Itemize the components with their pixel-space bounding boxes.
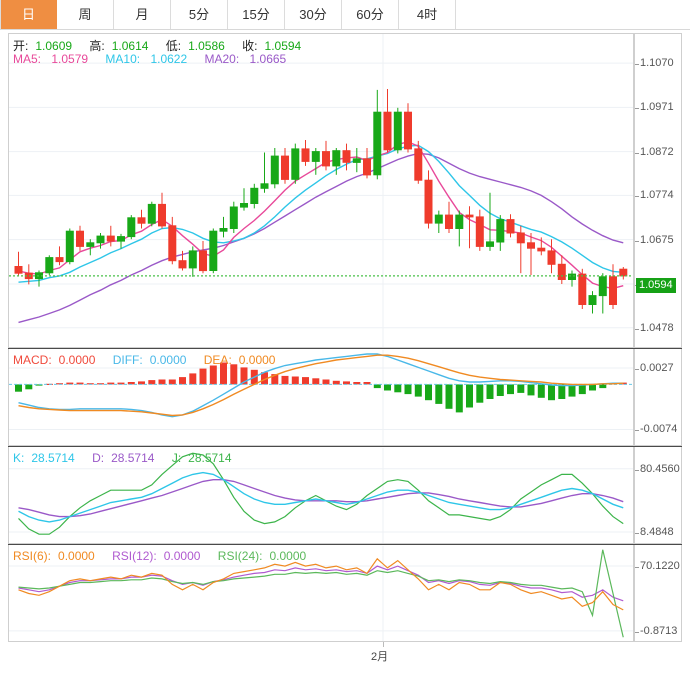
kdj-legend: K: 28.5714 D: 28.5714 J: 28.5714 xyxy=(13,451,246,465)
close-label: 收: xyxy=(242,39,258,53)
macd-y-axis: 0.0027 -0.0074 xyxy=(634,349,688,446)
macd-legend: MACD: 0.0000 DIFF: 0.0000 DEA: 0.0000 xyxy=(13,353,289,367)
rsi-plot-frame xyxy=(8,545,634,642)
price-y-tick: 1.0675 xyxy=(635,233,674,246)
dea-label: DEA: xyxy=(203,353,232,367)
diff-value: 0.0000 xyxy=(149,353,187,367)
price-candlestick-chart xyxy=(9,34,633,347)
kdj-axis-frame xyxy=(634,447,682,544)
price-legend-ohlc: 开: 1.0609 高: 1.0614 低: 1.0586 收: 1.0594 xyxy=(13,37,315,54)
tab-30min[interactable]: 30分 xyxy=(285,0,342,29)
rsi-y-axis: 70.1220 -0.8713 xyxy=(634,545,688,642)
open-label: 开: xyxy=(13,39,29,53)
rsi-y-tick: 70.1220 xyxy=(635,559,680,572)
rsi-separator xyxy=(8,544,682,545)
macd-axis-frame xyxy=(634,349,682,446)
high-label: 高: xyxy=(89,39,105,53)
ma20-value: 1.0665 xyxy=(249,52,287,66)
tab-week[interactable]: 周 xyxy=(57,0,114,29)
kdj-k-value: 28.5714 xyxy=(31,451,75,465)
diff-label: DIFF: xyxy=(112,353,143,367)
rsi-y-tick: -0.8713 xyxy=(634,624,678,637)
price-y-tick: 1.0971 xyxy=(635,101,674,114)
kdj-y-tick: 80.4560 xyxy=(635,462,680,475)
high-value: 1.0614 xyxy=(111,39,149,53)
kdj-y-axis: 80.4560 8.4848 xyxy=(635,447,688,544)
macd-chart xyxy=(9,350,633,445)
kdj-d-value: 28.5714 xyxy=(111,451,155,465)
tab-month[interactable]: 月 xyxy=(114,0,171,29)
macd-y-tick: 0.0027 xyxy=(635,361,674,374)
kdj-chart xyxy=(9,448,633,543)
rsi12-label: RSI(12): xyxy=(112,549,157,563)
kdj-separator xyxy=(8,446,682,447)
kdj-j-label: J: xyxy=(171,451,182,465)
ma5-value: 1.0579 xyxy=(51,52,89,66)
kdj-j-value: 28.5714 xyxy=(188,451,232,465)
tab-5min[interactable]: 5分 xyxy=(171,0,228,29)
price-y-tick: 1.1070 xyxy=(635,57,674,70)
macd-value: 0.0000 xyxy=(58,353,96,367)
ma5-label: MA5: xyxy=(13,52,42,66)
period-tabbar: 日 周 月 5分 15分 30分 60分 4时 xyxy=(0,0,690,30)
price-y-axis: 1.10701.09711.08721.07741.06751.05761.04… xyxy=(635,33,688,348)
low-value: 1.0586 xyxy=(188,39,225,53)
open-value: 1.0609 xyxy=(35,39,73,53)
rsi-legend: RSI(6): 0.0000 RSI(12): 0.0000 RSI(24): 0.0… xyxy=(13,549,320,563)
rsi6-value: 0.0000 xyxy=(58,549,95,563)
rsi6-label: RSI(6): xyxy=(13,549,52,563)
tab-day[interactable]: 日 xyxy=(0,0,57,29)
x-axis: 2月 xyxy=(8,642,682,668)
ma20-label: MA20: xyxy=(204,52,240,66)
tabbar-filler xyxy=(456,0,690,29)
price-plot-frame xyxy=(8,33,634,348)
macd-plot-frame xyxy=(8,349,634,446)
price-y-tick: 1.0774 xyxy=(635,189,674,202)
rsi24-value: 0.0000 xyxy=(269,549,307,563)
tab-15min[interactable]: 15分 xyxy=(228,0,285,29)
current-price-badge: 1.0594 xyxy=(636,278,676,293)
rsi-axis-frame xyxy=(634,545,682,642)
ma10-value: 1.0622 xyxy=(150,52,188,66)
price-legend-ma: MA5: 1.0579 MA10: 1.0622 MA20: 1.0665 xyxy=(13,52,300,66)
macd-y-tick: -0.0074 xyxy=(634,423,678,436)
tab-60min[interactable]: 60分 xyxy=(342,0,399,29)
rsi24-label: RSI(24): xyxy=(217,549,263,563)
close-value: 1.0594 xyxy=(264,39,302,53)
x-axis-label: 2月 xyxy=(371,651,389,663)
macd-separator xyxy=(8,348,682,349)
macd-label: MACD: xyxy=(13,353,52,367)
price-y-tick: 1.0478 xyxy=(635,321,674,334)
price-axis-frame xyxy=(634,33,682,348)
kdj-y-tick: 8.4848 xyxy=(635,526,674,539)
kdj-d-label: D: xyxy=(92,451,105,465)
kdj-k-label: K: xyxy=(13,451,25,465)
tab-4hour[interactable]: 4时 xyxy=(399,0,456,29)
price-y-tick: 1.0872 xyxy=(635,145,674,158)
rsi-chart xyxy=(9,546,633,641)
rsi12-value: 0.0000 xyxy=(163,549,201,563)
low-label: 低: xyxy=(165,39,182,53)
kdj-plot-frame xyxy=(8,447,634,544)
x-tick-mark xyxy=(383,642,384,647)
dea-value: 0.0000 xyxy=(238,353,276,367)
ma10-label: MA10: xyxy=(105,52,141,66)
